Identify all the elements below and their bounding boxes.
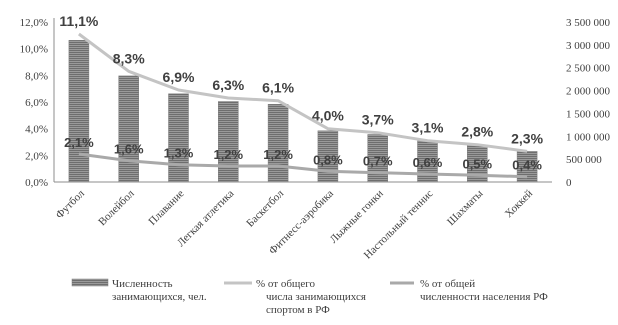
- data-label-share-sport: 6,9%: [163, 69, 195, 85]
- data-label-share-population: 0,4%: [512, 158, 542, 173]
- data-label-share-population: 0,5%: [462, 156, 492, 171]
- right-tick-label: 3 500 000: [566, 17, 611, 29]
- data-label-share-population: 1,2%: [263, 147, 293, 162]
- data-label-share-population: 1,6%: [114, 142, 144, 157]
- right-tick-label: 500 000: [566, 154, 602, 166]
- left-tick-label: 12,0%: [20, 17, 48, 29]
- legend-entry-text: Численность: [112, 278, 173, 290]
- legend-entry-text: численности населения РФ: [420, 291, 548, 303]
- bar-1: [118, 75, 139, 183]
- data-label-share-sport: 2,3%: [511, 130, 543, 146]
- right-tick-label: 1 500 000: [566, 108, 611, 120]
- left-tick-label: 0,0%: [25, 177, 48, 189]
- data-label-share-population: 0,8%: [313, 152, 343, 167]
- bars-group: [68, 40, 538, 183]
- data-labels-group: 11,1% 8,3% 6,9% 6,3% 6,1% 4,0% 3,7% 3,1% 2,8% 2,3…: [59, 13, 543, 173]
- data-label-share-population: 0,7%: [363, 154, 393, 169]
- data-label-share-population: 1,2%: [213, 147, 243, 162]
- right-tick-label: 1 000 000: [566, 131, 611, 143]
- data-label-share-sport: 2,8%: [461, 124, 493, 140]
- lines-group: [78, 32, 528, 179]
- right-tick-label: 3 000 000: [566, 40, 611, 52]
- right-tick-label: 0: [566, 177, 572, 189]
- legend-entry-text: % от общего: [256, 278, 316, 290]
- data-label-share-sport: 3,1%: [412, 120, 444, 136]
- left-tick-label: 8,0%: [25, 70, 48, 82]
- series-line-2: [78, 152, 528, 179]
- data-label-share-sport: 8,3%: [113, 50, 145, 66]
- bar-2: [168, 93, 189, 183]
- data-label-share-sport: 3,7%: [362, 112, 394, 128]
- right-tick-label: 2 500 000: [566, 63, 611, 75]
- data-label-share-sport: 6,3%: [212, 77, 244, 93]
- bar-0: [68, 40, 90, 183]
- left-tick-label: 10,0%: [20, 44, 48, 56]
- data-label-share-population: 2,1%: [64, 135, 94, 150]
- data-label-share-sport: 4,0%: [312, 108, 344, 124]
- legend-entry-text: % от общей: [420, 278, 475, 290]
- left-tick-label: 2,0%: [25, 150, 48, 162]
- data-label-share-population: 0,6%: [413, 155, 443, 170]
- data-label-share-population: 1,3%: [164, 146, 194, 161]
- legend-entry-text: спортом в РФ: [266, 304, 330, 316]
- left-tick-label: 6,0%: [25, 97, 48, 109]
- bar-3: [218, 101, 239, 183]
- legend-swatch-bars: [71, 278, 109, 287]
- bar-4: [267, 104, 289, 183]
- data-label-share-sport: 11,1%: [59, 13, 98, 29]
- data-label-share-sport: 6,1%: [262, 80, 294, 96]
- right-tick-label: 2 000 000: [566, 86, 611, 98]
- legend-entry-text: числа занимающихся: [266, 291, 366, 303]
- left-tick-label: 4,0%: [25, 124, 48, 136]
- series-line-1: [78, 32, 528, 153]
- legend-entry-text: занимающихся, чел.: [112, 291, 207, 303]
